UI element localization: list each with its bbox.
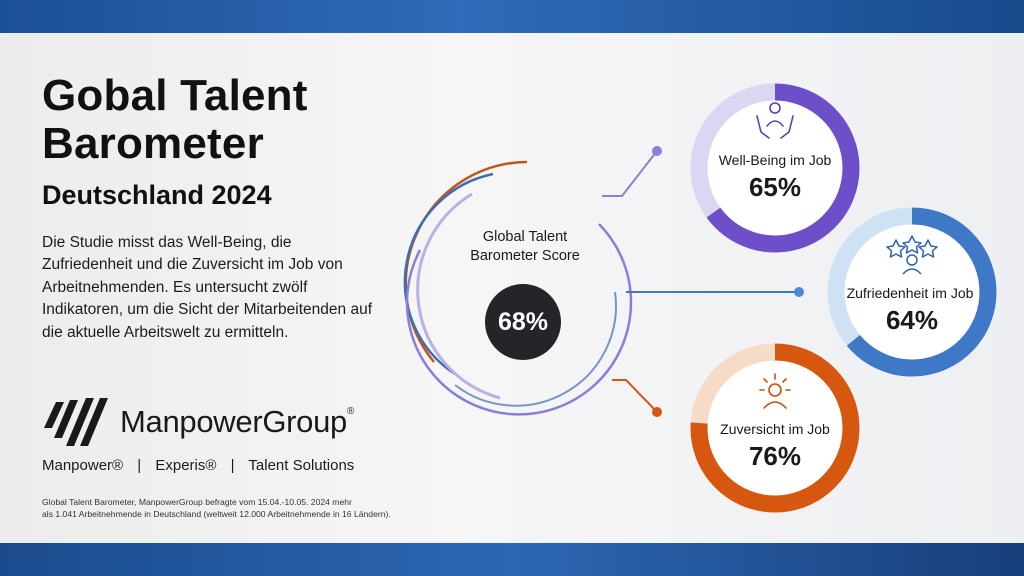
wellbeing-value: 65%	[748, 172, 802, 202]
manpowergroup-logo-icon	[44, 398, 108, 446]
top-band	[0, 0, 1024, 33]
hands-person-icon	[756, 102, 794, 139]
center-label-line-1: Global Talent	[482, 229, 568, 245]
brand-manpower: Manpower®	[42, 457, 124, 474]
connector-wellbeing	[602, 150, 658, 197]
connector-dot-wellbeing	[652, 146, 662, 156]
zufriedenheit-value: 64%	[885, 305, 939, 335]
logo-wordmark: ManpowerGroup®	[120, 404, 354, 440]
brand-experis: Experis®	[155, 457, 217, 474]
stars-person-icon	[886, 235, 938, 275]
zufriedenheit-ring-progress	[827, 207, 997, 377]
connector-zuversicht	[612, 379, 658, 413]
wellbeing-label: Well-Being im Job	[718, 152, 832, 168]
brand-separator: |	[230, 457, 235, 474]
footnote: Global Talent Barometer, ManpowerGroup b…	[42, 496, 462, 520]
title-line-2: Barometer	[42, 119, 264, 168]
footnote-line-1: Global Talent Barometer, ManpowerGroup b…	[42, 497, 352, 507]
blue-arc	[403, 172, 494, 376]
logo-name: ManpowerGroup	[120, 404, 347, 439]
logo-trademark: ®	[347, 406, 355, 417]
zuversicht-label: Zuversicht im Job	[720, 421, 830, 437]
title-line-1: Gobal Talent	[42, 71, 308, 120]
center-circle-arc-inner	[454, 291, 617, 407]
global-score-badge: 68%	[485, 284, 561, 360]
zufriedenheit-label: Zufriedenheit im Job	[846, 285, 974, 301]
brand-talent-solutions: Talent Solutions	[248, 457, 355, 474]
page-subtitle: Deutschland 2024	[42, 180, 272, 210]
study-description: Die Studie misst das Well-Being, die Zuf…	[42, 234, 372, 341]
connector-dot-zuversicht	[652, 407, 662, 417]
wellbeing-ring-progress	[690, 83, 860, 253]
bottom-band	[0, 543, 1024, 576]
sun-person-icon	[759, 373, 791, 409]
brand-separator: |	[137, 457, 142, 474]
center-score-label: Global Talent Barometer Score	[465, 228, 585, 266]
zuversicht-ring-progress	[690, 343, 860, 513]
footnote-line-2: als 1.041 Arbeitnehmende in Deutschland …	[42, 509, 391, 519]
purple-arc	[416, 192, 501, 400]
page-title: Gobal Talent Barometer	[42, 72, 308, 168]
zuversicht-value: 76%	[748, 441, 802, 471]
connector-dot-zufriedenheit	[794, 287, 804, 297]
center-label-line-2: Barometer Score	[470, 248, 580, 264]
brand-list: Manpower® | Experis® | Talent Solutions	[42, 457, 354, 474]
